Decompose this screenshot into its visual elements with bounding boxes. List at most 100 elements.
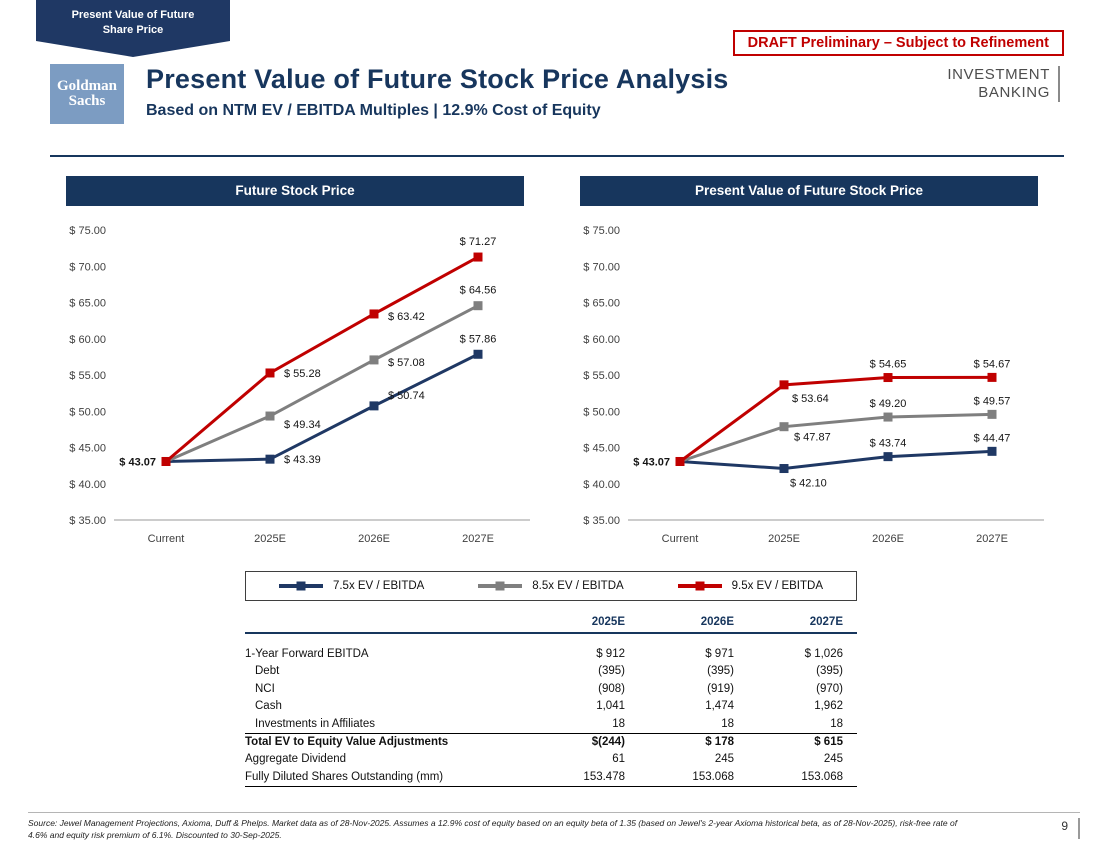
row-label: Cash — [255, 700, 282, 713]
table-header-row: 2025E 2026E 2027E — [245, 616, 857, 634]
table-col-header: 2027E — [748, 616, 857, 634]
legend-item: 9.5x EV / EBITDA — [677, 580, 824, 592]
table-cell: 61 — [612, 753, 625, 766]
legend-marker — [695, 581, 705, 591]
table-cell: 1,962 — [814, 700, 843, 713]
svg-text:$ 55.00: $ 55.00 — [69, 370, 106, 382]
svg-text:2026E: 2026E — [872, 533, 904, 545]
table-cell: (970) — [816, 682, 843, 695]
banner-line2: Share Price — [102, 23, 164, 36]
table-cell: 18 — [748, 715, 857, 734]
table-cell: $ 971 — [705, 648, 734, 660]
svg-text:Current: Current — [662, 533, 699, 545]
svg-text:$ 43.39: $ 43.39 — [284, 454, 321, 466]
svg-text:$ 50.00: $ 50.00 — [583, 406, 620, 418]
table-cell: 153.068 — [748, 768, 857, 787]
table-cell: 245 — [823, 753, 843, 766]
legend-label: 7.5x EV / EBITDA — [332, 580, 425, 592]
table-col-header: 2026E — [639, 616, 748, 634]
svg-text:$ 70.00: $ 70.00 — [583, 261, 620, 273]
table-col-header: 2025E — [530, 616, 639, 634]
pv-future-stock-price-chart-panel: Present Value of Future Stock Price $ 75… — [564, 176, 1054, 566]
table-row: Cash 1,041 1,474 1,962 — [245, 698, 857, 715]
table-cell: (919) — [707, 682, 734, 695]
svg-text:2026E: 2026E — [358, 533, 390, 545]
svg-text:$ 65.00: $ 65.00 — [583, 298, 620, 310]
draft-notice: DRAFT Preliminary – Subject to Refinemen… — [732, 30, 1064, 56]
title-block: Present Value of Future Stock Price Anal… — [146, 64, 729, 120]
division-label: INVESTMENT BANKING — [947, 66, 1060, 102]
svg-text:$ 57.86: $ 57.86 — [460, 333, 497, 345]
svg-text:2027E: 2027E — [462, 533, 494, 545]
table-row: Fully Diluted Shares Outstanding (mm) 153… — [245, 768, 857, 787]
page-title: Present Value of Future Stock Price Anal… — [146, 64, 729, 94]
goldman-sachs-logo: Goldman Sachs — [50, 64, 124, 124]
svg-text:$ 40.00: $ 40.00 — [69, 479, 106, 491]
svg-text:$ 55.00: $ 55.00 — [583, 370, 620, 382]
table-cell: $ 1,026 — [804, 648, 843, 660]
table-col-header-empty — [245, 616, 530, 634]
svg-text:$ 50.74: $ 50.74 — [388, 390, 425, 402]
chart-title-right: Present Value of Future Stock Price — [580, 176, 1038, 206]
table-cell: 18 — [530, 715, 639, 734]
pv-future-stock-price-chart: $ 75.00 $ 70.00 $ 65.00 $ 60.00 $ 55.00 $ 50.… — [583, 225, 1044, 545]
table-row: Debt (395) (395) (395) — [245, 663, 857, 680]
source-note: Source: Jewel Management Projections, Ax… — [28, 818, 958, 840]
svg-text:$ 49.34: $ 49.34 — [284, 419, 321, 431]
table-cell: 245 — [714, 753, 734, 766]
svg-text:$ 60.00: $ 60.00 — [69, 334, 106, 346]
table-cell: $ 912 — [596, 648, 625, 660]
division-line2: BANKING — [978, 84, 1050, 101]
svg-text:$ 49.20: $ 49.20 — [870, 398, 907, 410]
legend-line-sample — [278, 581, 323, 591]
table-row: Total EV to Equity Value Adjustments $(24… — [245, 733, 857, 751]
legend-label: 8.5x EV / EBITDA — [532, 580, 624, 592]
svg-text:$ 63.42: $ 63.42 — [388, 311, 425, 323]
svg-text:$ 43.07: $ 43.07 — [119, 456, 156, 468]
svg-text:$ 60.00: $ 60.00 — [583, 334, 620, 346]
table-cell: (395) — [598, 665, 625, 678]
table-row: Investments in Affiliates 18 18 18 — [245, 715, 857, 734]
table-cell: 1,474 — [705, 700, 734, 713]
svg-text:$ 49.57: $ 49.57 — [974, 395, 1011, 407]
future-stock-price-chart-panel: Future Stock Price $ 75.00 $ 70.00 $ 65.00… — [50, 176, 540, 566]
table-cell: (395) — [707, 665, 734, 678]
row-label: Total EV to Equity Value Adjustments — [245, 735, 449, 748]
svg-text:$ 43.07: $ 43.07 — [633, 456, 670, 468]
svg-text:$ 45.00: $ 45.00 — [69, 443, 106, 455]
svg-text:$ 47.87: $ 47.87 — [794, 432, 831, 444]
table-row: Aggregate Dividend 61 245 245 — [245, 751, 857, 768]
page-number: 9 — [1061, 818, 1080, 840]
row-label: Fully Diluted Shares Outstanding (mm) — [245, 768, 530, 787]
svg-text:$ 55.28: $ 55.28 — [284, 368, 321, 380]
svg-text:$ 43.74: $ 43.74 — [870, 438, 907, 450]
chart-title-left: Future Stock Price — [66, 176, 524, 206]
svg-text:$ 75.00: $ 75.00 — [69, 225, 106, 237]
svg-text:$ 50.00: $ 50.00 — [69, 406, 106, 418]
chart-legend: 7.5x EV / EBITDA 8.5x EV / EBITDA 9.5x EV … — [245, 571, 857, 601]
row-label: Investments in Affiliates — [245, 715, 530, 734]
svg-text:2025E: 2025E — [254, 533, 286, 545]
svg-text:$ 65.00: $ 65.00 — [69, 298, 106, 310]
row-label: Debt — [255, 665, 280, 678]
svg-text:$ 54.67: $ 54.67 — [974, 358, 1011, 370]
svg-text:$ 70.00: $ 70.00 — [69, 261, 106, 273]
legend-label: 9.5x EV / EBITDA — [731, 580, 824, 592]
svg-text:$ 64.56: $ 64.56 — [460, 285, 497, 297]
row-label: 1-Year Forward EBITDA — [245, 648, 369, 660]
logo-line2: Sachs — [68, 93, 106, 109]
row-label: NCI — [255, 682, 275, 695]
footer: Source: Jewel Management Projections, Ax… — [28, 812, 1080, 841]
legend-item: 7.5x EV / EBITDA — [278, 580, 425, 592]
charts-row: Future Stock Price $ 75.00 $ 70.00 $ 65.00… — [50, 176, 1054, 566]
svg-text:$ 42.10: $ 42.10 — [790, 478, 827, 490]
table-row: NCI (908) (919) (970) — [245, 681, 857, 698]
svg-text:$ 71.27: $ 71.27 — [460, 236, 497, 248]
division-line1: INVESTMENT — [947, 66, 1050, 83]
legend-line-sample — [478, 581, 523, 591]
legend-marker — [495, 581, 505, 591]
svg-text:$ 45.00: $ 45.00 — [583, 443, 620, 455]
table-cell: 1,041 — [596, 700, 625, 713]
ev-to-equity-table: 2025E 2026E 2027E 1-Year Forward EBITDA $ 9… — [245, 616, 857, 787]
svg-text:$ 44.47: $ 44.47 — [974, 432, 1011, 444]
